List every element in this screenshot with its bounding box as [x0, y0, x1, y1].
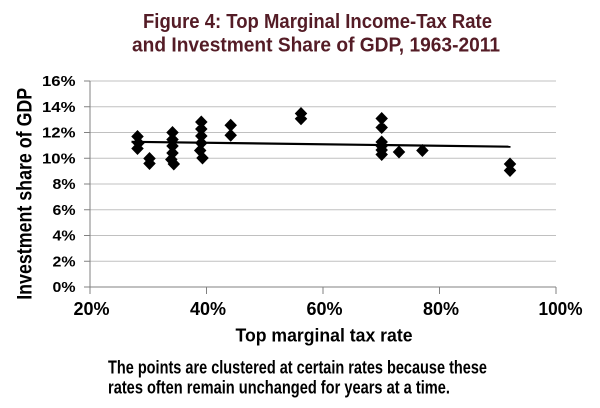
svg-text:80%: 80% [423, 299, 459, 319]
svg-text:Investment share of GDP: Investment share of GDP [14, 88, 37, 300]
svg-text:and Investment Share of GDP, 1: and Investment Share of GDP, 1963-2011 [132, 35, 500, 57]
svg-text:10%: 10% [42, 150, 76, 167]
svg-text:60%: 60% [306, 299, 342, 319]
svg-text:rates often remain unchanged f: rates often remain unchanged for years a… [108, 377, 450, 397]
svg-text:4%: 4% [53, 228, 76, 245]
svg-text:Figure 4: Top Marginal Income-: Figure 4: Top Marginal Income-Tax Rate [143, 11, 492, 33]
svg-text:The points are clustered at ce: The points are clustered at certain rate… [108, 358, 487, 378]
svg-text:16%: 16% [42, 73, 76, 90]
svg-text:6%: 6% [53, 202, 76, 219]
svg-text:2%: 2% [53, 253, 76, 270]
svg-text:20%: 20% [73, 299, 109, 319]
svg-text:12%: 12% [42, 125, 76, 142]
svg-text:14%: 14% [42, 99, 76, 116]
svg-text:8%: 8% [53, 176, 76, 193]
svg-text:40%: 40% [190, 299, 226, 319]
svg-text:0%: 0% [53, 279, 76, 296]
svg-text:100%: 100% [539, 299, 583, 319]
svg-text:Top marginal tax rate: Top marginal tax rate [236, 326, 413, 346]
